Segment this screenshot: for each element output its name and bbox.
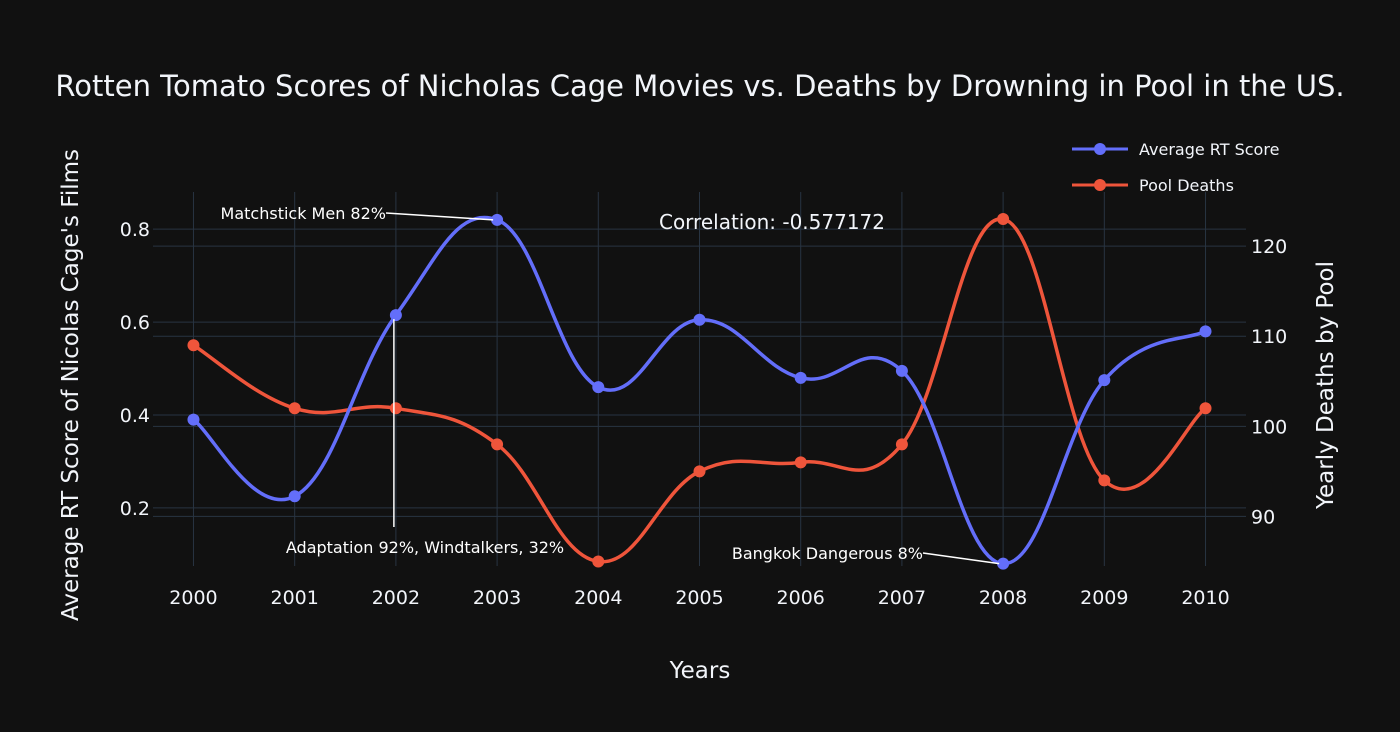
data-point-rt-score: [187, 413, 200, 426]
y2-axis-title: Yearly Deaths by Pool: [1313, 261, 1339, 510]
y2-tick-label: 90: [1251, 506, 1275, 528]
data-point-rt-score: [592, 381, 605, 394]
x-tick-label: 2000: [169, 587, 217, 609]
annotation-arrow: [922, 552, 1000, 565]
y-tick-label: 0.4: [120, 405, 150, 427]
chart-title: Rotten Tomato Scores of Nicholas Cage Mo…: [55, 69, 1344, 103]
y-tick-label: 0.2: [120, 498, 150, 520]
annotation-label: Adaptation 92%, Windtalkers, 32%: [286, 538, 564, 557]
legend-label-rt-score: Average RT Score: [1139, 140, 1279, 159]
data-point-pool-deaths: [1098, 474, 1111, 487]
legend-item-rt-score[interactable]: Average RT Score: [1072, 140, 1279, 159]
data-point-rt-score: [997, 557, 1010, 570]
data-point-rt-score: [491, 213, 504, 226]
x-tick-label: 2005: [675, 587, 723, 609]
data-point-pool-deaths: [491, 438, 504, 451]
data-point-pool-deaths: [288, 402, 301, 415]
x-tick-label: 2008: [979, 587, 1027, 609]
data-point-pool-deaths: [794, 456, 807, 469]
legend-marker-pool-deaths: [1094, 179, 1106, 191]
data-point-rt-score: [895, 364, 908, 377]
data-point-rt-score: [693, 313, 706, 326]
x-axis-title: Years: [669, 658, 731, 684]
y2-tick-label: 100: [1251, 416, 1287, 438]
x-tick-label: 2002: [372, 587, 420, 609]
x-tick-label: 2009: [1080, 587, 1128, 609]
series-layer: [187, 213, 1212, 570]
data-point-pool-deaths: [187, 339, 200, 352]
data-point-pool-deaths: [1199, 402, 1212, 415]
data-point-pool-deaths: [693, 465, 706, 478]
x-tick-label: 2004: [574, 587, 622, 609]
x-tick-label: 2007: [878, 587, 926, 609]
data-point-pool-deaths: [895, 438, 908, 451]
data-point-rt-score: [389, 309, 402, 322]
data-point-pool-deaths: [592, 555, 605, 568]
legend-marker-rt-score: [1094, 143, 1106, 155]
legend-item-pool-deaths[interactable]: Pool Deaths: [1072, 176, 1234, 195]
annotation-arrow: [385, 212, 494, 221]
x-tick-label: 2001: [271, 587, 319, 609]
data-point-pool-deaths: [389, 402, 402, 415]
y-axis-title: Average RT Score of Nicolas Cage's Films: [58, 149, 84, 621]
data-point-rt-score: [288, 490, 301, 503]
grid-layer: [153, 192, 1246, 566]
y-tick-label: 0.6: [120, 312, 150, 334]
x-tick-label: 2006: [777, 587, 825, 609]
data-point-rt-score: [794, 371, 807, 384]
y2-tick-label: 110: [1251, 326, 1287, 348]
y-tick-label: 0.8: [120, 219, 150, 241]
legend-label-pool-deaths: Pool Deaths: [1139, 176, 1234, 195]
data-point-pool-deaths: [997, 213, 1010, 226]
annotation-layer: Matchstick Men 82% Adaptation 92%, Windta…: [221, 204, 1000, 565]
x-tick-label: 2010: [1181, 587, 1229, 609]
y2-tick-label: 120: [1251, 236, 1287, 258]
x-tick-label: 2003: [473, 587, 521, 609]
data-point-rt-score: [1199, 325, 1212, 338]
data-point-rt-score: [1098, 374, 1111, 387]
annotation-label: Matchstick Men 82%: [221, 204, 386, 223]
correlation-label: Correlation: -0.577172: [659, 210, 885, 234]
legend[interactable]: Average RT Score Pool Deaths: [1072, 140, 1279, 195]
axis-layer: 2000 2001 2002 2003 2004 2005 2006 2007 2008 2009…: [120, 219, 1287, 609]
annotation-label: Bangkok Dangerous 8%: [732, 544, 923, 563]
